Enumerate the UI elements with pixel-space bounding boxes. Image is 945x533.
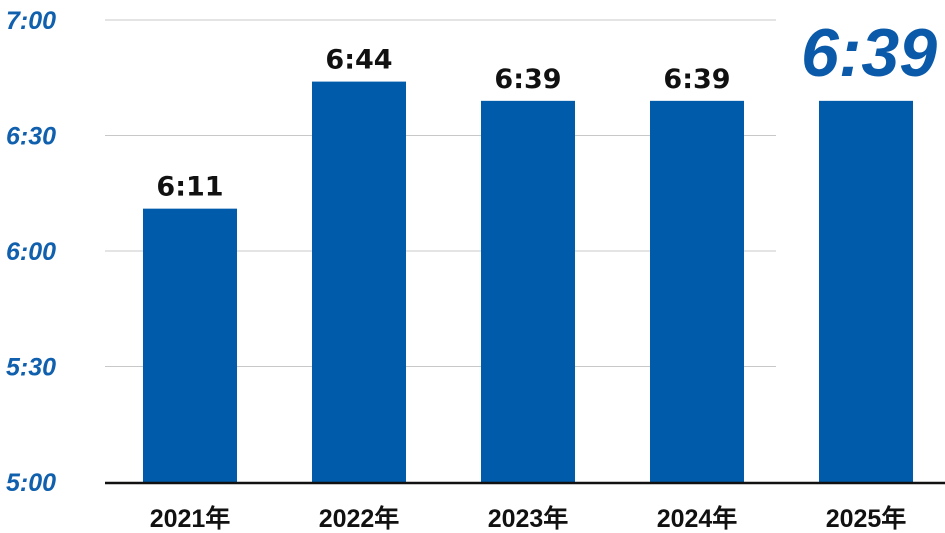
data-label: 6:44 (325, 45, 392, 76)
highlight-data-label: 6:39 (801, 15, 937, 91)
data-labels: 6:11 6:44 6:39 6:39 6:39 (156, 15, 937, 203)
bar (312, 81, 406, 482)
x-tick-label: 2025年 (826, 504, 907, 533)
x-tick-label: 2022年 (319, 504, 400, 533)
data-label: 6:39 (663, 64, 730, 95)
y-tick-label: 6:30 (6, 123, 56, 151)
x-tick-label: 2021年 (150, 504, 231, 533)
y-tick-label: 6:00 (6, 238, 56, 266)
x-tick-label: 2023年 (488, 504, 569, 533)
y-axis-tick-labels: 5:00 5:30 6:00 6:30 7:00 (6, 7, 56, 497)
data-label: 6:11 (156, 172, 223, 203)
x-tick-label: 2024年 (657, 504, 738, 533)
bar (481, 100, 575, 482)
bar (819, 100, 913, 482)
y-tick-label: 5:00 (6, 469, 56, 497)
data-label: 6:39 (494, 64, 561, 95)
x-axis-tick-labels: 2021年 2022年 2023年 2024年 2025年 (150, 504, 907, 533)
bar (143, 208, 237, 482)
y-tick-label: 7:00 (6, 7, 56, 35)
bar (650, 100, 744, 482)
y-tick-label: 5:30 (6, 354, 56, 382)
bars (143, 81, 913, 482)
